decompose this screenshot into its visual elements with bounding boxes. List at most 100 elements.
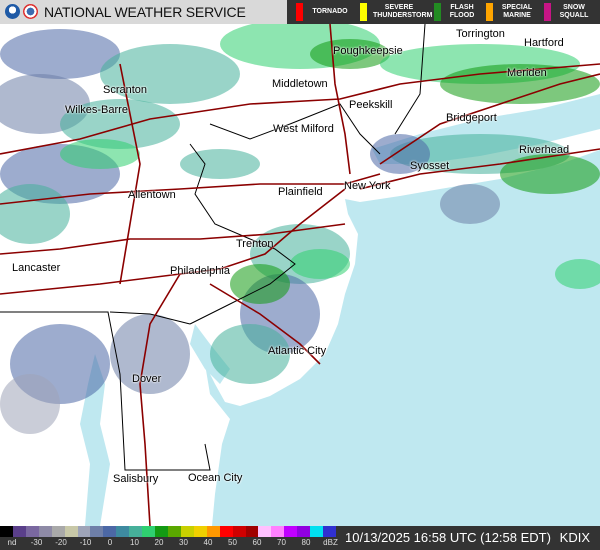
ramp-swatch: [142, 526, 156, 537]
state-borders: [0, 24, 426, 471]
warning-label: SNOW SQUALL: [559, 4, 589, 19]
ramp-swatch: [271, 526, 285, 537]
radar-echo: [310, 39, 390, 69]
warning-label: SPECIAL MARINE: [501, 4, 533, 19]
warning-swatch: [434, 3, 441, 21]
scale-tick: 40: [203, 538, 213, 547]
radar-echo: [100, 44, 240, 104]
warning-flash-flood: FLASH FLOOD: [425, 0, 477, 24]
ramp-swatch: [129, 526, 143, 537]
warning-tornado: TORNADO: [287, 0, 351, 24]
city-trenton: Trenton: [236, 238, 274, 250]
warning-legend: TORNADO SEVERE THUNDERSTORM FLASH FLOOD SPE…: [287, 0, 600, 24]
timestamp: 10/13/2025 16:58 UTC (12:58 EDT): [345, 530, 551, 545]
warning-swatch: [360, 3, 367, 21]
scale-tick: -20: [55, 538, 67, 547]
ramp-swatch: [323, 526, 336, 537]
highways[interactable]: [0, 24, 600, 526]
ramp-swatch: [232, 526, 246, 537]
radar-echo: [0, 184, 70, 244]
noaa-logo: [5, 4, 20, 19]
ramp-swatch: [116, 526, 130, 537]
ramp-swatch: [297, 526, 311, 537]
radar-echoes: [0, 24, 600, 434]
city-west-milford: West Milford: [273, 123, 334, 135]
ramp-swatch: [219, 526, 233, 537]
ramp-swatch: [0, 526, 13, 537]
ramp-swatch: [167, 526, 181, 537]
scale-ticks: nd -30 -20 -10 0 10 20 30 40 50 60 70 80 dBZ: [0, 537, 338, 550]
city-ocean-city: Ocean City: [188, 472, 243, 484]
city-dover: Dover: [132, 373, 162, 385]
nws-logo: [23, 4, 38, 19]
header: NATIONAL WEATHER SERVICE TORNADO SEVERE T…: [0, 0, 600, 24]
logos: [5, 4, 38, 19]
radar-echo: [0, 29, 120, 79]
city-peekskill: Peekskill: [349, 99, 393, 111]
city-atlantic-city: Atlantic City: [268, 345, 327, 357]
ramp-swatch: [310, 526, 324, 537]
city-syosset: Syosset: [410, 160, 450, 172]
city-scranton: Scranton: [103, 84, 148, 96]
city-hartford: Hartford: [524, 37, 564, 49]
city-philadelphia: Philadelphia: [170, 265, 230, 277]
scale-tick: 60: [252, 538, 262, 547]
warning-severe-thunderstorm: SEVERE THUNDERSTORM: [351, 0, 433, 24]
color-ramp: [0, 526, 336, 537]
ramp-swatch: [206, 526, 220, 537]
ramp-swatch: [77, 526, 91, 537]
warning-label: FLASH FLOOD: [449, 4, 475, 19]
warning-swatch: [296, 3, 303, 21]
warning-label: SEVERE THUNDERSTORM: [373, 4, 433, 19]
city-bridgeport: Bridgeport: [446, 112, 497, 124]
reflectivity-scale: nd -30 -20 -10 0 10 20 30 40 50 60 70 80 dBZ: [0, 526, 338, 550]
city-allentown: Allentown: [128, 189, 176, 201]
ramp-swatch: [103, 526, 117, 537]
scale-tick: 10: [130, 538, 139, 547]
footer-bar: nd -30 -20 -10 0 10 20 30 40 50 60 70 80 dBZ 10/13/20…: [0, 526, 600, 550]
ramp-swatch: [155, 526, 168, 537]
city-meriden: Meriden: [507, 67, 547, 79]
city-plainfield: Plainfield: [278, 186, 323, 198]
ramp-swatch: [51, 526, 65, 537]
city-torrington: Torrington: [456, 28, 505, 40]
city-salisbury: Salisbury: [113, 473, 159, 485]
radar-echo: [180, 149, 260, 179]
scale-tick: 20: [154, 538, 164, 547]
city-riverhead: Riverhead: [519, 144, 570, 156]
radar-echo: [60, 139, 140, 169]
ramp-swatch: [25, 526, 39, 537]
radar-map[interactable]: [0, 24, 600, 526]
scale-tick: 30: [179, 538, 188, 547]
ramp-swatch: [284, 526, 298, 537]
radar-echo: [230, 264, 290, 304]
ramp-swatch: [180, 526, 194, 537]
city-new-york: New York: [344, 180, 391, 192]
scale-tick: -10: [79, 538, 92, 547]
warning-snow-squall: SNOW SQUALL: [535, 0, 591, 24]
radar-echo: [0, 374, 60, 434]
scale-tick: 50: [228, 538, 237, 547]
radar-echo: [210, 324, 290, 384]
warning-swatch: [486, 3, 493, 21]
warning-swatch: [544, 3, 551, 21]
ramp-swatch: [193, 526, 207, 537]
ramp-swatch: [12, 526, 26, 537]
city-lancaster: Lancaster: [12, 262, 61, 274]
page-title: NATIONAL WEATHER SERVICE: [44, 4, 246, 20]
ramp-swatch: [90, 526, 104, 537]
city-middletown: Middletown: [272, 78, 328, 90]
scale-tick: 0: [107, 538, 113, 547]
radar-echo: [555, 259, 600, 289]
scale-tick: nd: [7, 538, 17, 547]
scale-tick: -30: [30, 538, 43, 547]
scale-tick: dBZ: [323, 538, 338, 547]
ramp-swatch: [245, 526, 259, 537]
scale-tick: 80: [301, 538, 311, 547]
city-wilkes-barre: Wilkes-Barre: [65, 104, 128, 116]
radar-echo: [110, 314, 190, 394]
ocean: [205, 150, 600, 526]
station-id: KDIX: [559, 530, 590, 545]
warning-label: TORNADO: [312, 8, 348, 15]
ramp-swatch: [64, 526, 78, 537]
